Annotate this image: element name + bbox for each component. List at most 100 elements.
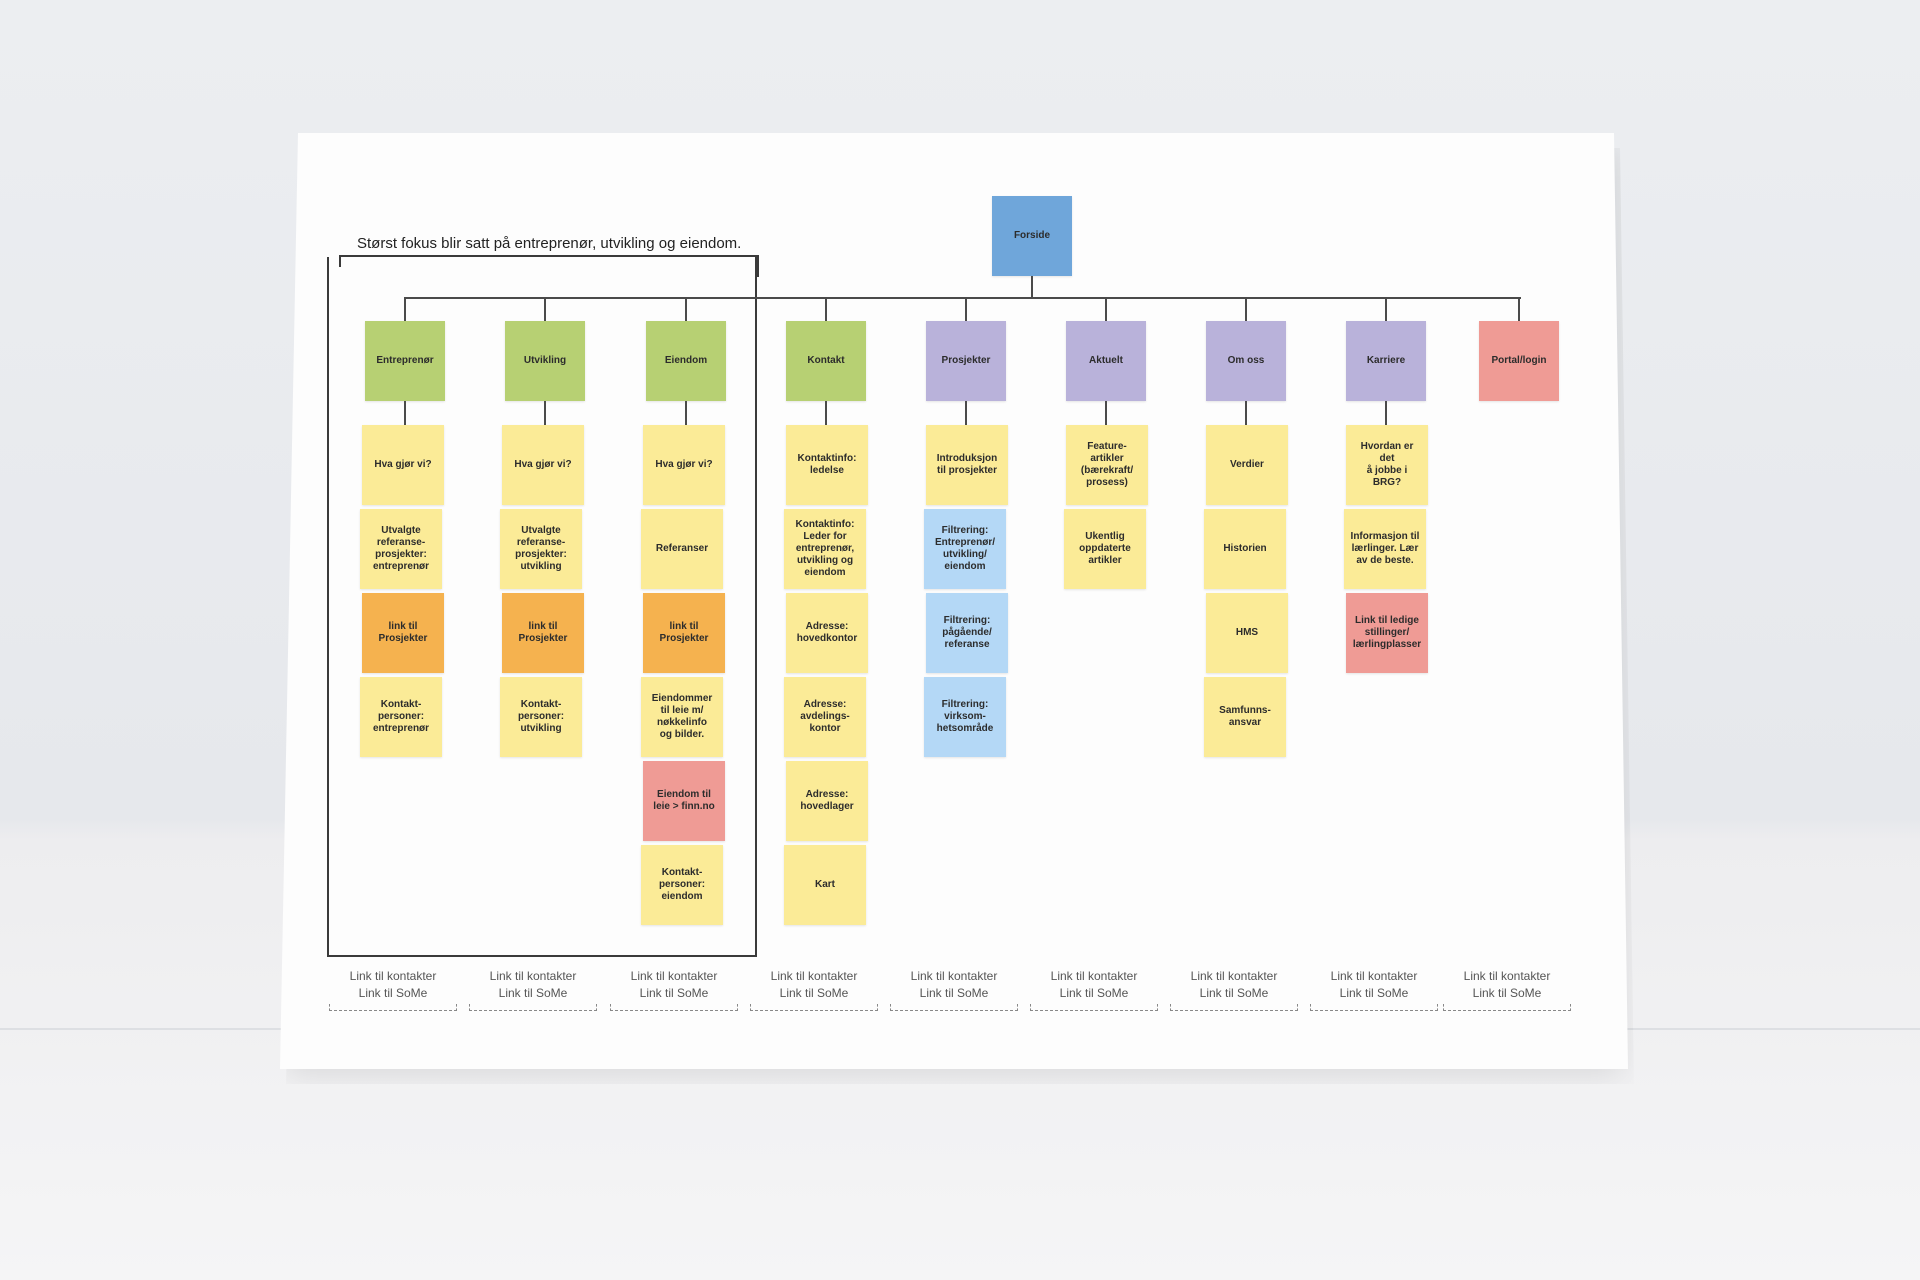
section-aktuelt-label: Aktuelt [1089, 355, 1123, 366]
page-card-kontakt-label: Adresse: avdelings- kontor [800, 699, 850, 734]
page-card-eiendom[interactable]: Kontakt- personer: eiendom [641, 845, 723, 925]
horizontal-bus [405, 297, 1521, 299]
link-some[interactable]: Link til SoMe [358, 986, 428, 1000]
page-card-eiendom[interactable]: Hva gjør vi? [643, 425, 725, 505]
page-card-karriere-label: Link til ledige stillinger/ lærlingplass… [1352, 615, 1422, 650]
connector-eiendom [685, 297, 687, 321]
page-card-utvikling[interactable]: Kontakt- personer: utvikling [500, 677, 582, 757]
footer-om-oss: Link til kontakter Link til SoMe [1170, 968, 1298, 1011]
section-eiendom[interactable]: Eiendom [646, 321, 726, 401]
page-card-aktuelt-label: Ukentlig oppdaterte artikler [1079, 531, 1131, 566]
page-card-kontakt[interactable]: Adresse: hovedlager [786, 761, 868, 841]
footer-karriere: Link til kontakter Link til SoMe [1310, 968, 1438, 1011]
page-card-karriere[interactable]: Link til ledige stillinger/ lærlingplass… [1346, 593, 1428, 673]
page-card-karriere[interactable]: Informasjon til lærlinger. Lær av de bes… [1344, 509, 1426, 589]
connector-karriere [1385, 297, 1387, 321]
page-card-prosjekter[interactable]: Filtrering: pågående/ referanse [926, 593, 1008, 673]
section-prosjekter[interactable]: Prosjekter [926, 321, 1006, 401]
section-om-oss[interactable]: Om oss [1206, 321, 1286, 401]
page-card-om-oss[interactable]: Verdier [1206, 425, 1288, 505]
section-kontakt[interactable]: Kontakt [786, 321, 866, 401]
section-aktuelt[interactable]: Aktuelt [1066, 321, 1146, 401]
section-karriere[interactable]: Karriere [1346, 321, 1426, 401]
page-card-eiendom-label: Referanser [655, 543, 709, 554]
link-some[interactable]: Link til SoMe [1059, 986, 1129, 1000]
page-card-entreprenør[interactable]: Kontakt- personer: entreprenør [360, 677, 442, 757]
page-card-prosjekter-label: Filtrering: pågående/ referanse [942, 615, 992, 650]
focus-bracket [327, 257, 757, 957]
page-card-om-oss[interactable]: HMS [1206, 593, 1288, 673]
root-node-forside-label: Forside [1013, 230, 1051, 241]
page-card-kontakt[interactable]: Kontaktinfo: Leder for entreprenør, utvi… [784, 509, 866, 589]
page-card-aktuelt[interactable]: Feature- artikler (bærekraft/ prosess) [1066, 425, 1148, 505]
page-card-om-oss-label: HMS [1235, 627, 1259, 638]
page-card-utvikling-label: Hva gjør vi? [514, 459, 572, 470]
link-some[interactable]: Link til SoMe [1472, 986, 1542, 1000]
section-utvikling[interactable]: Utvikling [505, 321, 585, 401]
page-card-eiendom[interactable]: Referanser [641, 509, 723, 589]
page-card-utvikling[interactable]: link til Prosjekter [502, 593, 584, 673]
page-card-om-oss-label: Verdier [1230, 459, 1264, 470]
page-card-prosjekter-label: Introduksjon til prosjekter [936, 453, 998, 476]
connector-prosjekter [965, 297, 967, 321]
page-card-prosjekter[interactable]: Filtrering: Entreprenør/ utvikling/ eien… [924, 509, 1006, 589]
connector-items-karriere [1385, 401, 1387, 425]
page-card-prosjekter[interactable]: Filtrering: virksom- hetsområde [924, 677, 1006, 757]
section-prosjekter-label: Prosjekter [941, 355, 991, 366]
page-card-kontakt[interactable]: Kart [784, 845, 866, 925]
page-card-entreprenør[interactable]: link til Prosjekter [362, 593, 444, 673]
footer-bracket [610, 1004, 738, 1011]
link-contacts[interactable]: Link til kontakter [910, 969, 998, 983]
page-card-prosjekter[interactable]: Introduksjon til prosjekter [926, 425, 1008, 505]
page-card-om-oss[interactable]: Historien [1204, 509, 1286, 589]
page-card-entreprenør[interactable]: Utvalgte referanse- prosjekter: entrepre… [360, 509, 442, 589]
root-node-forside[interactable]: Forside [992, 196, 1072, 276]
link-some[interactable]: Link til SoMe [1339, 986, 1409, 1000]
section-kontakt-label: Kontakt [807, 355, 845, 366]
link-some[interactable]: Link til SoMe [919, 986, 989, 1000]
connector-items-aktuelt [1105, 401, 1107, 425]
page-card-aktuelt-label: Feature- artikler (bærekraft/ prosess) [1080, 441, 1134, 488]
link-some[interactable]: Link til SoMe [1199, 986, 1269, 1000]
link-contacts[interactable]: Link til kontakter [1050, 969, 1138, 983]
footer-bracket [329, 1004, 457, 1011]
page-card-kontakt[interactable]: Adresse: hovedkontor [786, 593, 868, 673]
section-portal-login[interactable]: Portal/login [1479, 321, 1559, 401]
link-contacts[interactable]: Link til kontakter [630, 969, 718, 983]
page-card-om-oss[interactable]: Samfunns- ansvar [1204, 677, 1286, 757]
page-card-eiendom-label: Eiendom til leie > finn.no [653, 789, 715, 812]
link-contacts[interactable]: Link til kontakter [1463, 969, 1551, 983]
connector-portal-login [1518, 297, 1520, 321]
focus-bracket-tick [757, 255, 759, 277]
footer-aktuelt: Link til kontakter Link til SoMe [1030, 968, 1158, 1011]
page-card-karriere[interactable]: Hvordan er det å jobbe i BRG? [1346, 425, 1428, 505]
link-contacts[interactable]: Link til kontakter [1190, 969, 1278, 983]
page-card-utvikling[interactable]: Hva gjør vi? [502, 425, 584, 505]
page-card-eiendom[interactable]: link til Prosjekter [643, 593, 725, 673]
page-card-eiendom-label: link til Prosjekter [659, 621, 709, 644]
connector-items-utvikling [544, 401, 546, 425]
section-eiendom-label: Eiendom [664, 355, 708, 366]
page-card-aktuelt[interactable]: Ukentlig oppdaterte artikler [1064, 509, 1146, 589]
page-card-kontakt[interactable]: Kontaktinfo: ledelse [786, 425, 868, 505]
page-card-utvikling[interactable]: Utvalgte referanse- prosjekter: utviklin… [500, 509, 582, 589]
section-entreprenør[interactable]: Entreprenør [365, 321, 445, 401]
page-card-karriere-label: Informasjon til lærlinger. Lær av de bes… [1350, 531, 1420, 566]
link-some[interactable]: Link til SoMe [498, 986, 568, 1000]
page-card-kontakt-label: Adresse: hovedlager [800, 789, 854, 812]
link-some[interactable]: Link til SoMe [639, 986, 709, 1000]
link-contacts[interactable]: Link til kontakter [349, 969, 437, 983]
connector-items-eiendom [685, 401, 687, 425]
section-portal-login-label: Portal/login [1491, 355, 1547, 366]
section-om-oss-label: Om oss [1227, 355, 1265, 366]
link-some[interactable]: Link til SoMe [779, 986, 849, 1000]
page-card-om-oss-label: Samfunns- ansvar [1219, 705, 1271, 728]
page-card-eiendom[interactable]: Eiendommer til leie m/ nøkkelinfo og bil… [641, 677, 723, 757]
page-card-eiendom-label: Hva gjør vi? [655, 459, 713, 470]
link-contacts[interactable]: Link til kontakter [1330, 969, 1418, 983]
link-contacts[interactable]: Link til kontakter [770, 969, 858, 983]
page-card-kontakt[interactable]: Adresse: avdelings- kontor [784, 677, 866, 757]
page-card-eiendom[interactable]: Eiendom til leie > finn.no [643, 761, 725, 841]
page-card-entreprenør[interactable]: Hva gjør vi? [362, 425, 444, 505]
link-contacts[interactable]: Link til kontakter [489, 969, 577, 983]
